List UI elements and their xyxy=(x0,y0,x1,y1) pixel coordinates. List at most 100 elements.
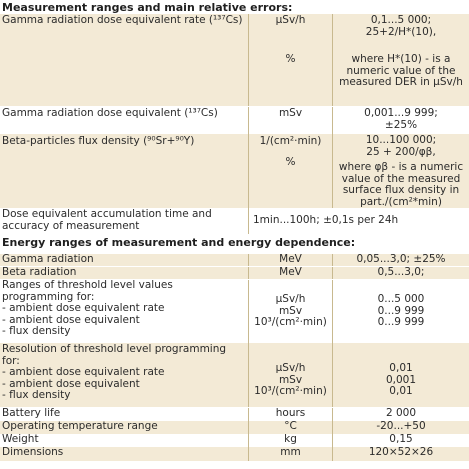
unit-cell: mm xyxy=(248,447,332,461)
value-line: 0,5...3,0; xyxy=(377,267,425,278)
value-line: 2 000 xyxy=(385,408,417,419)
value-line: -20...+50 xyxy=(376,421,426,432)
unit-cell: hours xyxy=(248,408,332,421)
unit-cell: µSv/h % xyxy=(248,14,332,107)
value-line: 0,05...3,0; ±25% xyxy=(356,254,446,265)
value-cell: 0,001...9 999; ±25% xyxy=(332,107,469,134)
value-cell: 120×52×26 xyxy=(332,447,469,461)
unit-label: µSv/h xyxy=(275,14,306,26)
param-label: accuracy of measurement xyxy=(2,219,140,232)
value-line: where φβ - is a numeric xyxy=(338,161,464,173)
value-line: 0,15 xyxy=(389,434,413,445)
unit-label: µSv/h xyxy=(275,293,306,305)
param-cell: Gamma radiation dose equivalent (¹³⁷Cs) xyxy=(0,107,248,134)
value-cell: 0,5...3,0; xyxy=(332,267,469,279)
value-line: where H*(10) - is a xyxy=(351,53,451,65)
value-line: ±25% xyxy=(384,118,418,131)
value-line: 120×52×26 xyxy=(368,447,434,458)
unit-label: 10³/(cm²·min) xyxy=(254,316,327,328)
value-line: 0...9 999 xyxy=(377,304,425,317)
table-row: Gamma radiation dose equivalent (¹³⁷Cs) … xyxy=(0,107,469,134)
value-line: 0,01 xyxy=(389,385,413,397)
param-cell: Beta radiation xyxy=(0,267,248,279)
unit-label: MeV xyxy=(279,267,302,278)
param-label: Resolution of threshold level programmin… xyxy=(2,343,227,355)
table-row: Ranges of threshold level values program… xyxy=(0,280,469,343)
value-cell: 1min...100h; ±0,1s per 24h xyxy=(248,208,469,234)
value-line: measured DER in µSv/h xyxy=(339,76,463,88)
param-cell: Dimensions xyxy=(0,447,248,461)
param-label: Weight xyxy=(2,434,39,445)
value-cell: 0,05...3,0; ±25% xyxy=(332,254,469,267)
unit-label: °C xyxy=(284,421,297,432)
value-line: 0,001...9 999; xyxy=(364,107,438,119)
value-cell: 2 000 xyxy=(332,408,469,421)
unit-label: mSv xyxy=(278,107,303,119)
param-label: Beta-particles flux density (⁹⁰Sr+⁹⁰Y) xyxy=(2,135,195,147)
value-line: 1min...100h; ±0,1s per 24h xyxy=(253,214,399,226)
param-cell: Beta-particles flux density (⁹⁰Sr+⁹⁰Y) xyxy=(0,134,248,208)
unit-label: µSv/h xyxy=(275,362,306,374)
param-label: - ambient dose equivalent rate xyxy=(2,302,165,314)
param-label: Gamma radiation xyxy=(2,254,94,265)
value-line: value of the measured xyxy=(341,172,461,185)
unit-label: MeV xyxy=(279,254,302,265)
param-label: - ambient dose equivalent xyxy=(2,313,140,326)
unit-label: mm xyxy=(280,447,301,458)
param-label: for: xyxy=(2,354,20,367)
param-label: - ambient dose equivalent rate xyxy=(2,366,165,378)
param-label: Dose equivalent accumulation time and xyxy=(2,208,212,220)
unit-cell: µSv/h mSv 10³/(cm²·min) xyxy=(248,280,332,343)
unit-label: mSv xyxy=(278,304,303,317)
value-cell: 0,15 xyxy=(332,434,469,447)
param-label: Dimensions xyxy=(2,447,64,458)
value-line: surface flux density in xyxy=(342,184,460,196)
value-line: 0...5 000 xyxy=(377,293,425,305)
unit-label: hours xyxy=(275,408,306,419)
param-label: - flux density xyxy=(2,389,71,401)
table-row: Gamma radiation MeV 0,05...3,0; ±25% xyxy=(0,254,469,267)
param-label: Gamma radiation dose equivalent (¹³⁷Cs) xyxy=(2,107,218,119)
unit-label: 1/(cm²·min) xyxy=(259,135,322,147)
value-cell: 10...100 000; 25 + 200/φβ, where φβ - is… xyxy=(332,134,469,208)
unit-cell: µSv/h mSv 10³/(cm²·min) xyxy=(248,343,332,407)
unit-cell: 1/(cm²·min) % xyxy=(248,134,332,208)
param-cell: Gamma radiation dose equivalent rate (¹³… xyxy=(0,14,248,107)
table-row: Beta-particles flux density (⁹⁰Sr+⁹⁰Y) 1… xyxy=(0,134,469,208)
table-row: Weight kg 0,15 xyxy=(0,434,469,447)
table-row: Operating temperature range °C -20...+50 xyxy=(0,421,469,434)
table-row: Dose equivalent accumulation time and ac… xyxy=(0,208,469,234)
param-cell: Gamma radiation xyxy=(0,254,248,267)
value-line: numeric value of the xyxy=(346,64,456,77)
param-cell: Dose equivalent accumulation time and ac… xyxy=(0,208,248,234)
section-title-measurement: Measurement ranges and main relative err… xyxy=(2,1,293,14)
param-cell: Battery life xyxy=(0,408,248,421)
value-line: part./(cm²*min) xyxy=(360,195,442,208)
value-line: 25 + 200/φβ, xyxy=(366,145,436,158)
unit-cell: mSv xyxy=(248,107,332,134)
value-line: 25+2/H*(10), xyxy=(365,25,437,38)
value-line: 0...9 999 xyxy=(377,316,425,328)
param-label: Ranges of threshold level values xyxy=(2,280,173,291)
unit-label: 10³/(cm²·min) xyxy=(254,385,327,397)
value-line: 0,001 xyxy=(385,373,417,386)
param-label: Operating temperature range xyxy=(2,421,158,432)
table-row: Resolution of threshold level programmin… xyxy=(0,343,469,407)
param-label: - ambient dose equivalent xyxy=(2,377,140,390)
param-cell: Resolution of threshold level programmin… xyxy=(0,343,248,407)
value-cell: 0,1...5 000; 25+2/H*(10), where H*(10) -… xyxy=(332,14,469,107)
value-line: 0,1...5 000; xyxy=(370,14,432,26)
unit-cell: MeV xyxy=(248,254,332,267)
param-cell: Operating temperature range xyxy=(0,421,248,434)
unit-label: % xyxy=(285,156,296,168)
value-cell: 0...5 000 0...9 999 0...9 999 xyxy=(332,280,469,343)
value-line: 0,01 xyxy=(389,362,413,374)
table-row: Battery life hours 2 000 xyxy=(0,408,469,421)
unit-cell: kg xyxy=(248,434,332,447)
param-cell: Weight xyxy=(0,434,248,447)
unit-label: kg xyxy=(284,434,297,445)
param-label: Beta radiation xyxy=(2,267,77,278)
param-cell: Ranges of threshold level values program… xyxy=(0,280,248,343)
unit-cell: MeV xyxy=(248,267,332,279)
